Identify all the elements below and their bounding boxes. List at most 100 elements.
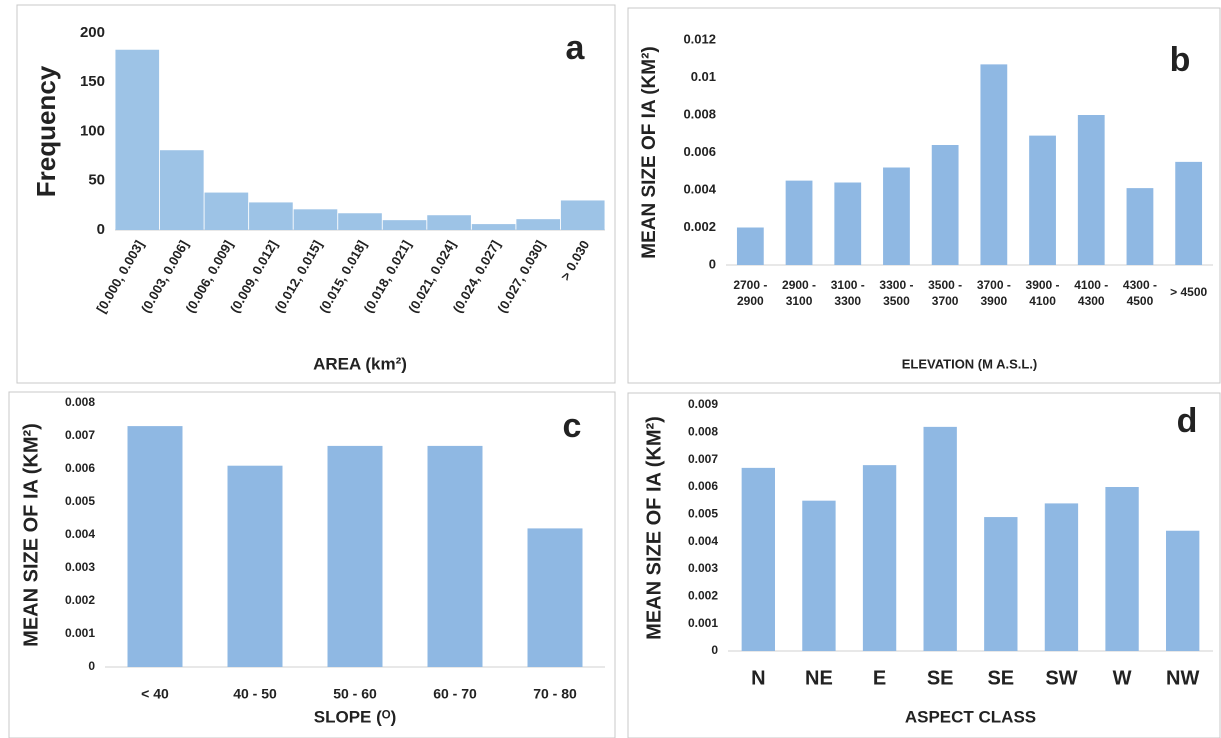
y-tick-label: 0.008 (683, 106, 716, 121)
y-tick-label: 0.007 (65, 428, 95, 442)
x-tick-label: > 4500 (1170, 285, 1207, 299)
bar (883, 167, 910, 265)
panel-letter: c (563, 407, 582, 445)
x-tick-label: 3300 - 3500 (879, 278, 914, 308)
bar (741, 467, 775, 651)
y-tick-label: 0.008 (688, 425, 718, 439)
y-tick-label: 0.007 (688, 452, 718, 466)
y-tick-label: 0.003 (65, 560, 95, 574)
x-tick-label: 50 - 60 (333, 686, 377, 702)
y-tick-label: 0.002 (683, 219, 716, 234)
y-axis-title: MEAN SIZE OF IA (KM²) (20, 423, 42, 647)
x-tick-label: 2900 - 3100 (782, 278, 817, 308)
y-tick-label: 0.006 (683, 144, 716, 159)
bar (127, 426, 183, 667)
y-tick-label: 0.002 (688, 589, 718, 603)
bar (862, 465, 897, 651)
x-tick-label: 70 - 80 (533, 686, 577, 702)
y-tick-label: 0.01 (691, 69, 716, 84)
y-tick-label: 0 (88, 659, 95, 673)
bar (1044, 503, 1079, 651)
x-axis-title: SLOPE (ᴼ) (314, 707, 397, 726)
bar (1126, 188, 1154, 265)
bar (923, 426, 957, 651)
bar (427, 445, 483, 667)
x-tick-label: (0.006, 0.009] (182, 238, 235, 316)
panel-letter: a (566, 29, 586, 67)
y-tick-label: 0.003 (688, 561, 718, 575)
bar (984, 517, 1018, 651)
x-tick-label: [0.000, 0.003] (93, 238, 146, 316)
bar (980, 64, 1008, 265)
bar (382, 220, 427, 230)
x-tick-label: 3900 - 4100 (1025, 278, 1060, 308)
y-tick-label: 0.001 (65, 626, 95, 640)
x-tick-label: (0.012, 0.015] (272, 238, 325, 316)
x-axis-title: ELEVATION (M A.S.L.) (902, 356, 1038, 371)
x-tick-label: (0.018, 0.021] (361, 238, 414, 316)
bar (785, 180, 813, 265)
bar (1077, 115, 1105, 265)
y-axis-title: MEAN SIZE OF IA (KM²) (639, 46, 660, 259)
y-tick-label: 0.005 (65, 494, 95, 508)
y-axis-title: Frequency (31, 65, 61, 197)
x-tick-label: (0.009, 0.012] (227, 238, 280, 316)
bar (736, 227, 764, 265)
x-tick-label: SE (927, 667, 954, 689)
y-tick-label: 0.004 (683, 181, 716, 196)
x-tick-label: NE (805, 667, 833, 689)
bar (560, 200, 605, 230)
x-tick-label: 3100 - 3300 (830, 278, 865, 308)
y-tick-label: 0.009 (688, 397, 718, 411)
x-tick-label: (0.027, 0.030] (494, 238, 547, 316)
bar (159, 150, 204, 230)
y-tick-label: 0.002 (65, 593, 95, 607)
y-tick-label: 0 (709, 256, 716, 271)
bar (204, 192, 249, 230)
bar (931, 145, 959, 265)
y-tick-label: 0.008 (65, 395, 95, 409)
y-tick-label: 0.006 (65, 461, 95, 475)
panel-border (627, 7, 1221, 384)
x-tick-label: 4100 - 4300 (1074, 278, 1109, 308)
x-tick-label: (0.015, 0.018] (316, 238, 369, 316)
bar (471, 224, 516, 230)
bar (1105, 487, 1139, 651)
y-tick-label: 0 (97, 221, 105, 238)
panel-border (16, 4, 616, 384)
x-tick-label: (0.024, 0.027] (450, 238, 503, 316)
y-tick-label: 0.001 (688, 616, 718, 630)
bar (516, 219, 561, 230)
bar (1175, 161, 1203, 265)
x-tick-label: 40 - 50 (233, 686, 277, 702)
bar (293, 209, 338, 230)
y-tick-label: 150 (80, 73, 105, 90)
bar (427, 215, 471, 230)
y-tick-label: 0.005 (688, 507, 718, 521)
y-tick-label: 200 (80, 24, 105, 41)
bar (249, 202, 293, 230)
bar (115, 49, 160, 231)
x-tick-label: 3500 - 3700 (928, 278, 963, 308)
x-axis-title: AREA (km²) (313, 354, 407, 373)
bar (1166, 530, 1200, 651)
y-tick-label: 0.006 (688, 479, 718, 493)
panel-border (8, 391, 616, 738)
bar (834, 182, 862, 265)
bar (527, 528, 583, 667)
x-axis-title: ASPECT CLASS (905, 707, 1036, 726)
bar (1029, 135, 1056, 265)
bar (802, 500, 836, 651)
panel-letter: b (1170, 41, 1191, 79)
y-tick-label: 0.012 (683, 31, 716, 46)
bar (338, 213, 382, 230)
x-tick-label: W (1113, 667, 1132, 689)
x-tick-label: N (751, 667, 765, 689)
x-tick-label: > 0.030 (557, 238, 592, 283)
x-tick-label: SE (987, 667, 1014, 689)
y-tick-label: 100 (80, 122, 105, 139)
x-tick-label: SW (1045, 667, 1077, 689)
x-tick-label: < 40 (141, 686, 169, 702)
panel-letter: d (1177, 402, 1198, 440)
